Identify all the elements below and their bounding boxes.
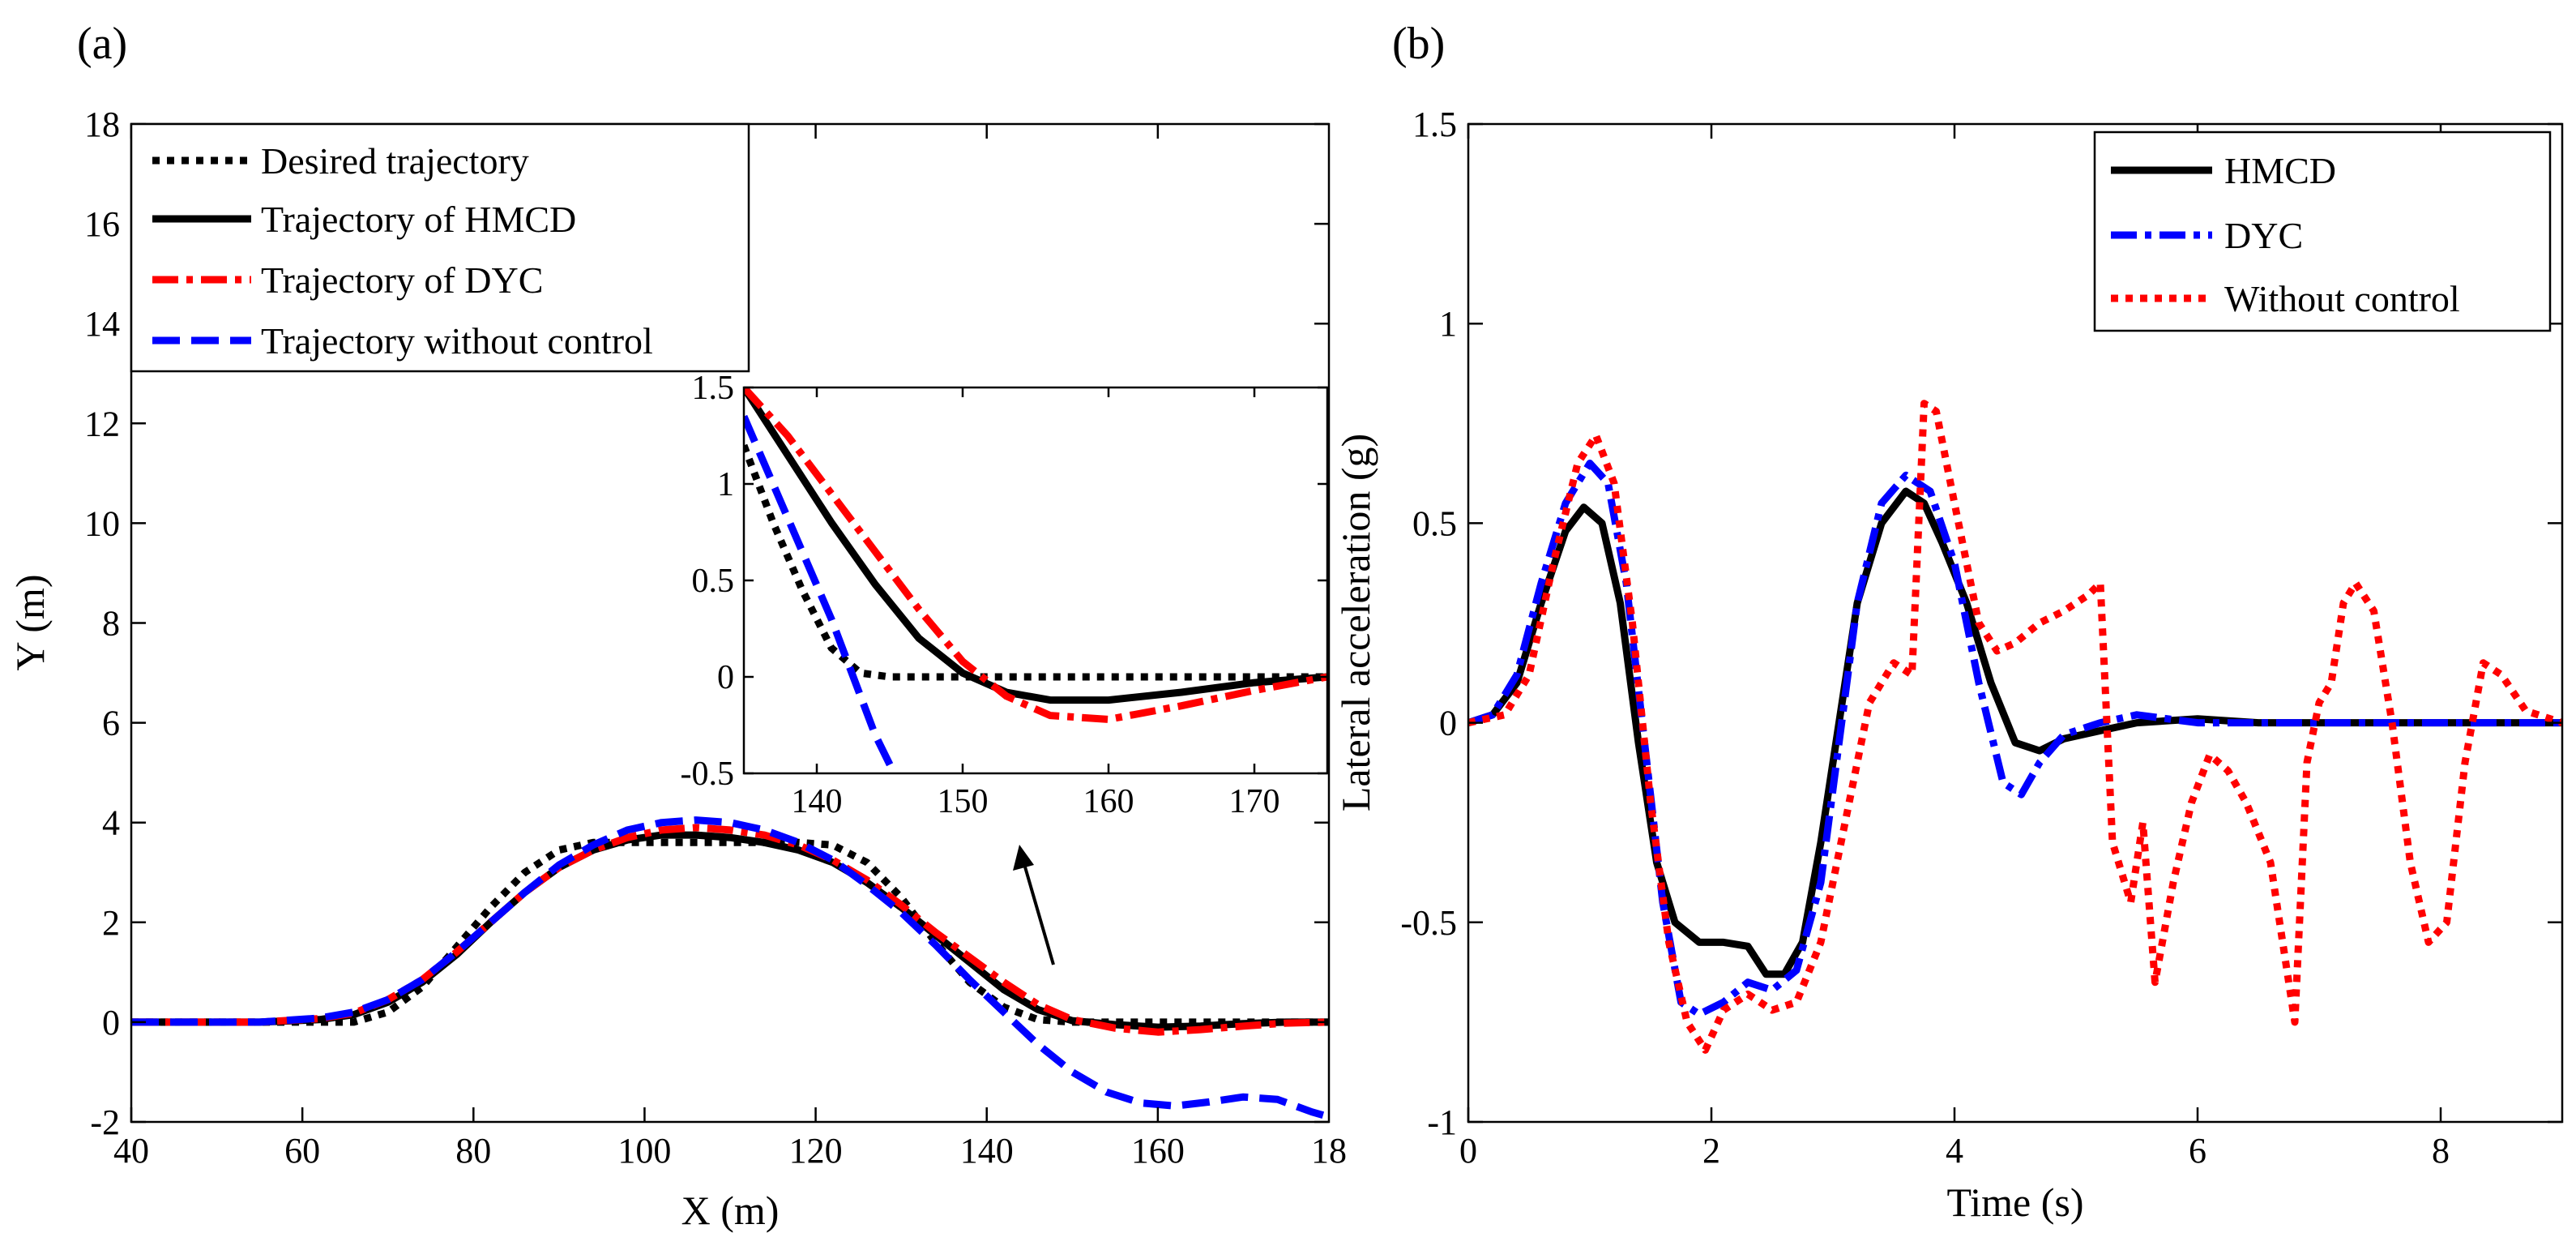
legend-label-dyc: Trajectory of DYC (261, 259, 543, 301)
plot-b-ytick-label: -0.5 (1400, 903, 1457, 943)
legend-label-b-without-control: Without control (2224, 278, 2460, 319)
legend-a: Desired trajectory Trajectory of HMCD Tr… (130, 122, 750, 373)
arrow-shaft (1023, 863, 1055, 965)
panel-b: (b) 0 2 4 6 8 -1 -0.5 0 0.5 1 1.5 Time (s) Lateral… (1333, 19, 2564, 1225)
inset-xtick-label: 140 (792, 783, 843, 820)
x-axis-label-b: Time (s) (1946, 1179, 2083, 1225)
plot-b-series-dyc (1468, 460, 2562, 1018)
panel-b-label: (b) (1392, 19, 1445, 69)
inset-series-trajectory-without-control (744, 414, 898, 773)
plot-a-ytick-label: 0 (102, 1003, 120, 1042)
plot-b-ytick-label: -1 (1427, 1102, 1457, 1142)
annotation-arrow (1013, 845, 1055, 965)
plot-a-ytick-label: 14 (84, 304, 120, 344)
inset-xtick-label: 160 (1083, 783, 1134, 820)
plot-a-series-trajectory-without-control (131, 816, 1329, 1121)
legend-label-hmcd: Trajectory of HMCD (261, 199, 576, 240)
arrow-head (1013, 845, 1034, 871)
plot-a-xtick-label: 100 (617, 1131, 671, 1171)
inset-zoom: 140 150 160 170 -0.5 0 0.5 1 1.5 (681, 370, 1329, 820)
plot-a-xtick-label: 140 (960, 1131, 1014, 1171)
plot-a-xtick-label: 60 (284, 1131, 320, 1171)
plot-a-xtick-label: 160 (1131, 1131, 1185, 1171)
inset-series-trajectory-of-dyc (744, 387, 1327, 723)
inset-series-desired-trajectory (744, 443, 1327, 681)
legend-label-b-hmcd: HMCD (2224, 150, 2336, 191)
inset-xtick-label: 170 (1229, 783, 1280, 820)
plot-b-xtick-label: 8 (2432, 1131, 2450, 1171)
plot-a-ytick-label: 16 (84, 204, 120, 244)
plot-b-xtick-label: 6 (2189, 1131, 2206, 1171)
plot-a-ytick-label: 8 (102, 604, 120, 644)
plot-b-frame (1467, 122, 2564, 1124)
plot-b-ytick-label: 0 (1439, 704, 1457, 743)
plot-a-ytick-label: 10 (84, 503, 120, 543)
inset-ytick-label: -0.5 (681, 756, 735, 793)
legend-label-without-control: Trajectory without control (261, 320, 653, 362)
plot-a-xtick-label: 18 (1311, 1131, 1347, 1171)
inset-xtick-label: 150 (938, 783, 989, 820)
y-axis-label-b: Lateral acceleration (g) (1333, 434, 1378, 811)
plot-b-ytick-label: 1 (1439, 304, 1457, 344)
plot-b-series-without-control (1468, 400, 2562, 1054)
legend-label-b-dyc: DYC (2224, 215, 2303, 256)
inset-ytick-label: 0 (717, 659, 734, 696)
inset-ytick-label: 0.5 (692, 563, 735, 600)
plot-a-series-desired-trajectory (131, 838, 1329, 1026)
plot-b-ytick-label: 1.5 (1412, 105, 1457, 144)
panel-a-label: (a) (77, 19, 127, 69)
plot-a-ytick-label: 6 (102, 704, 120, 743)
y-axis-label-a: Y (m) (7, 575, 53, 671)
plot-b-xtick-label: 4 (1946, 1131, 1963, 1171)
plot-a-ytick-label: 12 (84, 404, 120, 443)
plot-a-xtick-label: 80 (455, 1131, 491, 1171)
plot-a-xtick-label: 40 (113, 1131, 149, 1171)
inset-background (744, 387, 1327, 773)
plot-a-ytick-label: 2 (102, 903, 120, 943)
inset-ytick-label: 1.5 (692, 370, 735, 407)
x-axis-label-a: X (m) (681, 1188, 780, 1233)
plot-a-xtick-label: 120 (789, 1131, 843, 1171)
plot-b-xtick-label: 2 (1702, 1131, 1720, 1171)
legend-label-desired: Desired trajectory (261, 140, 529, 182)
legend-b: HMCD DYC Without control (2093, 131, 2552, 332)
inset-series-trajectory-of-hmcd (744, 387, 1327, 704)
legend-a-box (130, 122, 750, 373)
plot-b-xtick-label: 0 (1459, 1131, 1477, 1171)
plot-b-ytick-label: 0.5 (1412, 503, 1457, 543)
plot-a-ytick-label: 18 (84, 105, 120, 144)
panel-a: (a) 40 60 80 100 120 140 160 18-202468101214161… (7, 19, 1347, 1233)
plot-a-ytick-label: 4 (102, 803, 120, 843)
inset-ytick-label: 1 (717, 466, 734, 503)
plot-a-ytick-label: -2 (90, 1102, 120, 1142)
